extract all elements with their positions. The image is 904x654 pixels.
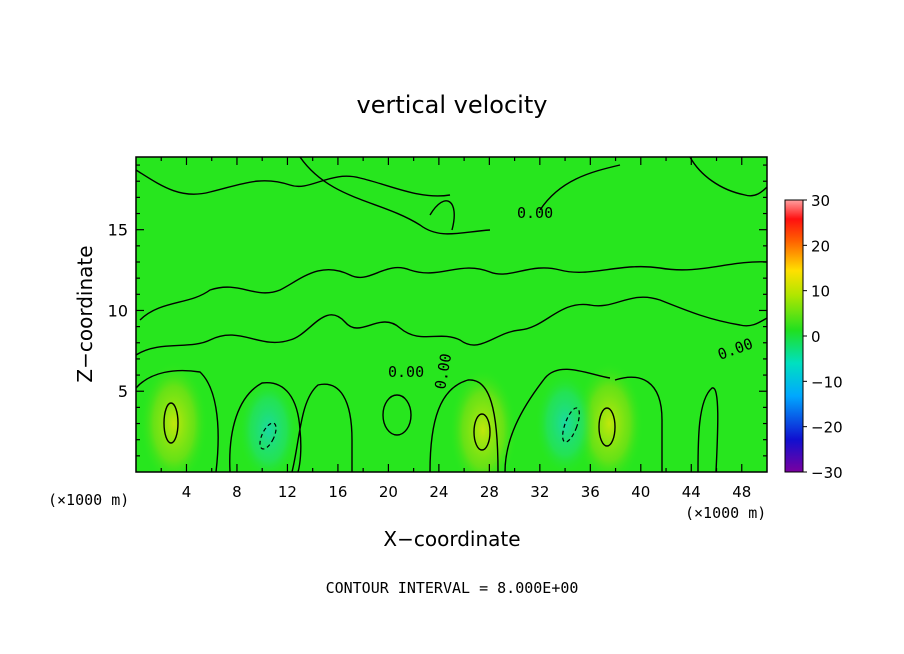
downdraft-region [535, 371, 596, 472]
contour-lines [136, 157, 767, 472]
x-unit-label-left: (×1000 m) [48, 491, 129, 509]
y-tick-label: 5 [118, 382, 128, 401]
updraft-contour-1 [163, 402, 179, 444]
x-tick-label: 36 [581, 483, 600, 501]
contour-label-3: 0.00 [517, 204, 553, 222]
colorbar-tick-label: −20 [811, 419, 843, 437]
y-tick-label: 15 [108, 221, 128, 240]
colorbar-tick-label: 10 [811, 283, 830, 301]
updraft-contour-2 [473, 413, 491, 451]
x-tick-label: 32 [530, 483, 549, 501]
updraft-contour-3 [598, 407, 616, 447]
downdraft-contour-2 [562, 407, 580, 443]
colorbar-tick-label: −30 [811, 464, 843, 482]
contour-label-2: 0.00 [431, 352, 455, 391]
zero-contour-mid [139, 261, 767, 321]
updraft-region [449, 368, 518, 472]
x-tick-label: 20 [379, 483, 398, 501]
plot-frame [135, 156, 768, 473]
downdraft-contour-1 [259, 422, 277, 450]
chart-title: vertical velocity [357, 91, 548, 119]
contour-label-1: 0.00 [388, 363, 424, 381]
colorbar-tick-label: 30 [811, 192, 830, 210]
y-axis-label: Z−coordinate [73, 245, 97, 382]
zero-contour-low [136, 368, 719, 472]
x-tick-label: 40 [631, 483, 650, 501]
colorbar-ticks: 30 20 10 0 −10 −20 −30 [803, 192, 843, 482]
colorbar-tick-label: −10 [811, 373, 843, 391]
x-unit-label-right: (×1000 m) [685, 504, 766, 522]
zero-contour-top [136, 157, 767, 235]
x-tick-label: 24 [429, 483, 448, 501]
contour-interval-note: CONTOUR INTERVAL = 8.000E+00 [326, 579, 579, 597]
updraft-region [139, 361, 208, 472]
x-tick-label: 28 [480, 483, 499, 501]
x-tick-label: 4 [182, 483, 192, 501]
plot-area: 0.00 0.00 0.00 0.00 [136, 157, 767, 472]
zero-contour-cell [382, 394, 412, 436]
y-tick-label: 10 [108, 301, 128, 320]
colorbar-tick-label: 0 [811, 328, 821, 346]
velocity-field [139, 361, 644, 472]
downdraft-contours [259, 407, 580, 450]
x-tick-label: 44 [682, 483, 701, 501]
zero-contour-upper [136, 296, 767, 356]
x-tick-label: 12 [278, 483, 297, 501]
x-tick-label: 48 [732, 483, 751, 501]
x-axis-label: X−coordinate [383, 527, 520, 551]
x-tick-label: 16 [328, 483, 347, 501]
axis-ticks [136, 157, 767, 472]
colorbar [784, 199, 804, 473]
colorbar-tick-label: 20 [811, 237, 830, 255]
x-tick-label: 8 [232, 483, 242, 501]
